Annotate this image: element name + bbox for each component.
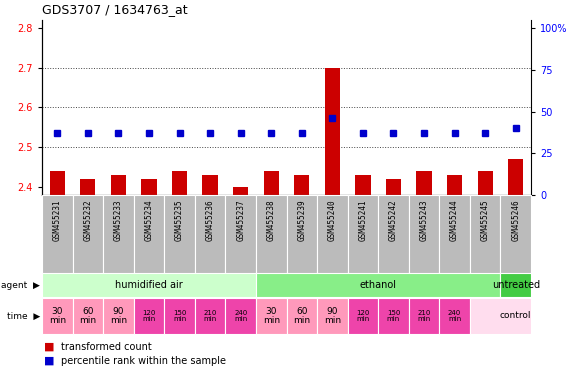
Bar bbox=[226, 298, 256, 334]
Text: GSM455246: GSM455246 bbox=[511, 199, 520, 240]
Bar bbox=[287, 195, 317, 273]
Text: ■: ■ bbox=[44, 342, 54, 352]
Bar bbox=[386, 179, 401, 195]
Bar bbox=[409, 298, 439, 334]
Text: time  ▶: time ▶ bbox=[7, 311, 40, 321]
Bar bbox=[264, 171, 279, 195]
Text: 150
min: 150 min bbox=[387, 310, 400, 322]
Bar bbox=[73, 298, 103, 334]
Text: 210
min: 210 min bbox=[417, 310, 431, 322]
Bar bbox=[317, 298, 348, 334]
Bar bbox=[134, 298, 164, 334]
Bar bbox=[348, 195, 378, 273]
Bar bbox=[42, 298, 73, 334]
Bar bbox=[287, 298, 317, 334]
Text: GSM455235: GSM455235 bbox=[175, 199, 184, 240]
Text: GSM455237: GSM455237 bbox=[236, 199, 245, 240]
Text: 210
min: 210 min bbox=[203, 310, 217, 322]
Text: GSM455239: GSM455239 bbox=[297, 199, 306, 240]
Bar bbox=[325, 68, 340, 195]
Bar bbox=[103, 298, 134, 334]
Bar bbox=[439, 298, 470, 334]
Text: humidified air: humidified air bbox=[115, 280, 183, 290]
Bar bbox=[164, 195, 195, 273]
Text: GSM455245: GSM455245 bbox=[481, 199, 490, 240]
Bar bbox=[103, 195, 134, 273]
Text: ethanol: ethanol bbox=[360, 280, 397, 290]
Bar bbox=[447, 175, 463, 195]
Bar bbox=[203, 175, 218, 195]
Bar bbox=[508, 159, 524, 195]
Bar bbox=[80, 179, 95, 195]
Bar bbox=[256, 195, 287, 273]
Bar bbox=[142, 179, 156, 195]
Text: GSM455238: GSM455238 bbox=[267, 199, 276, 240]
Text: GSM455234: GSM455234 bbox=[144, 199, 154, 240]
Bar bbox=[378, 298, 409, 334]
Bar bbox=[294, 175, 309, 195]
Bar bbox=[355, 175, 371, 195]
Text: 120
min: 120 min bbox=[142, 310, 156, 322]
Text: 150
min: 150 min bbox=[173, 310, 186, 322]
Text: GSM455233: GSM455233 bbox=[114, 199, 123, 240]
Text: 30
min: 30 min bbox=[263, 307, 280, 325]
Bar bbox=[317, 195, 348, 273]
Bar bbox=[470, 298, 531, 334]
Bar bbox=[378, 195, 409, 273]
Text: GSM455232: GSM455232 bbox=[83, 199, 93, 240]
Bar bbox=[439, 195, 470, 273]
Bar bbox=[42, 273, 256, 297]
Bar bbox=[256, 273, 500, 297]
Bar bbox=[348, 298, 378, 334]
Text: GSM455241: GSM455241 bbox=[359, 199, 367, 240]
Bar bbox=[172, 171, 187, 195]
Bar bbox=[73, 195, 103, 273]
Bar bbox=[42, 195, 73, 273]
Text: percentile rank within the sample: percentile rank within the sample bbox=[61, 356, 226, 366]
Bar bbox=[416, 171, 432, 195]
Text: ■: ■ bbox=[44, 356, 54, 366]
Bar bbox=[164, 298, 195, 334]
Text: 120
min: 120 min bbox=[356, 310, 369, 322]
Bar bbox=[500, 273, 531, 297]
Text: transformed count: transformed count bbox=[61, 342, 152, 352]
Bar bbox=[195, 195, 226, 273]
Text: GSM455242: GSM455242 bbox=[389, 199, 398, 240]
Bar bbox=[134, 195, 164, 273]
Text: control: control bbox=[500, 311, 532, 321]
Bar bbox=[477, 171, 493, 195]
Text: agent  ▶: agent ▶ bbox=[1, 280, 40, 290]
Bar bbox=[111, 175, 126, 195]
Bar bbox=[195, 298, 226, 334]
Bar bbox=[50, 171, 65, 195]
Text: untreated: untreated bbox=[492, 280, 540, 290]
Bar bbox=[470, 195, 500, 273]
Text: GSM455231: GSM455231 bbox=[53, 199, 62, 240]
Text: 30
min: 30 min bbox=[49, 307, 66, 325]
Text: 90
min: 90 min bbox=[324, 307, 341, 325]
Bar bbox=[226, 195, 256, 273]
Text: 60
min: 60 min bbox=[79, 307, 96, 325]
Bar bbox=[409, 195, 439, 273]
Text: 240
min: 240 min bbox=[448, 310, 461, 322]
Text: 240
min: 240 min bbox=[234, 310, 247, 322]
Text: 90
min: 90 min bbox=[110, 307, 127, 325]
Bar bbox=[256, 298, 287, 334]
Bar bbox=[233, 187, 248, 195]
Text: GSM455240: GSM455240 bbox=[328, 199, 337, 240]
Text: GSM455244: GSM455244 bbox=[450, 199, 459, 240]
Bar bbox=[500, 195, 531, 273]
Text: GDS3707 / 1634763_at: GDS3707 / 1634763_at bbox=[42, 3, 188, 16]
Text: 60
min: 60 min bbox=[293, 307, 311, 325]
Text: GSM455243: GSM455243 bbox=[420, 199, 428, 240]
Text: GSM455236: GSM455236 bbox=[206, 199, 215, 240]
